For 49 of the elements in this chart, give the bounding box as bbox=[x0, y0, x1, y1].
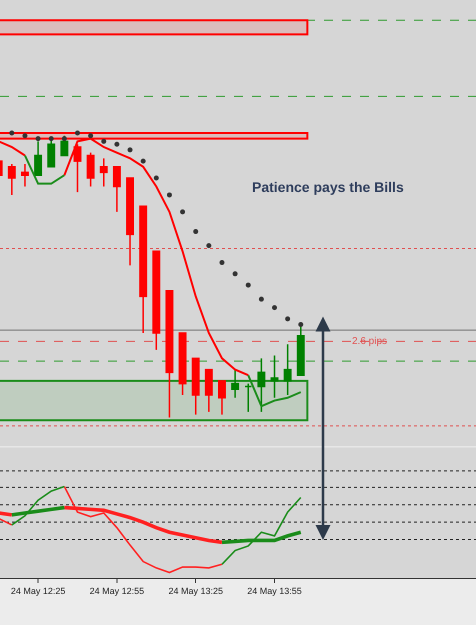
candlestick bbox=[218, 380, 226, 416]
candlestick bbox=[152, 250, 160, 351]
candlestick bbox=[192, 358, 200, 416]
point bbox=[246, 282, 251, 288]
point bbox=[22, 133, 28, 138]
x-tick-label: 24 May 13:55 bbox=[247, 586, 302, 596]
point bbox=[128, 147, 133, 152]
point bbox=[9, 130, 14, 136]
candlestick bbox=[139, 205, 148, 334]
point bbox=[206, 243, 212, 248]
candlestick bbox=[86, 152, 95, 188]
candlestick bbox=[178, 332, 187, 396]
point bbox=[258, 296, 264, 302]
candlestick bbox=[257, 358, 266, 413]
candlestick bbox=[126, 177, 134, 266]
x-tick-label: 24 May 12:55 bbox=[90, 586, 144, 596]
ref-line-label: 2.6 pips bbox=[352, 336, 388, 347]
point bbox=[298, 322, 304, 328]
point bbox=[154, 176, 159, 181]
candlestick bbox=[204, 368, 213, 413]
candlestick bbox=[284, 343, 292, 396]
candlestick bbox=[20, 163, 29, 188]
point bbox=[101, 138, 106, 144]
point bbox=[219, 260, 224, 266]
x-tick-label: 24 May 12:25 bbox=[10, 586, 66, 596]
point bbox=[114, 142, 120, 147]
candlestick bbox=[270, 354, 278, 399]
point bbox=[140, 158, 146, 164]
point bbox=[180, 209, 186, 214]
candlestick bbox=[100, 158, 108, 188]
point bbox=[232, 271, 238, 276]
point bbox=[48, 136, 54, 142]
candlestick bbox=[165, 290, 174, 418]
annotation: Patience pays the Bills bbox=[252, 179, 404, 195]
point bbox=[88, 133, 94, 138]
point bbox=[166, 192, 172, 198]
point bbox=[62, 136, 67, 142]
point bbox=[272, 305, 278, 310]
candlestick bbox=[231, 368, 240, 399]
point bbox=[36, 136, 41, 142]
point bbox=[285, 316, 290, 322]
point bbox=[193, 229, 198, 234]
x-tick-label: 24 May 13:25 bbox=[168, 586, 223, 596]
candlestick bbox=[112, 166, 121, 213]
candlestick bbox=[60, 135, 68, 156]
candlestick bbox=[74, 143, 82, 193]
point bbox=[74, 130, 80, 136]
candlestick bbox=[8, 163, 16, 196]
candlestick bbox=[244, 382, 252, 413]
